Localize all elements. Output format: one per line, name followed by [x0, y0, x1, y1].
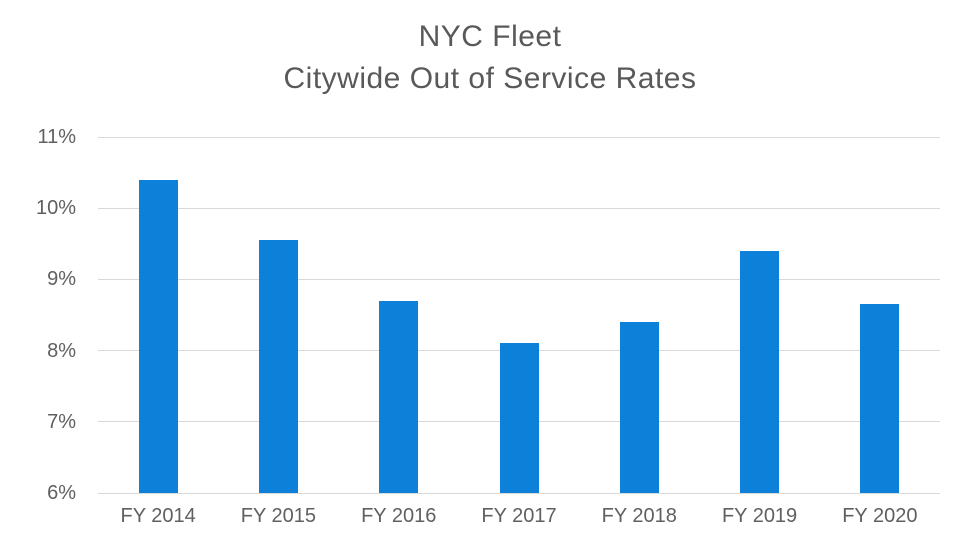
gridline — [98, 492, 940, 494]
bar-fy-2015 — [258, 240, 298, 493]
bar-fy-2014 — [138, 179, 178, 493]
chart-title-line1: NYC Fleet — [418, 20, 562, 53]
x-tick-label: FY 2016 — [361, 505, 437, 527]
gridline — [98, 207, 940, 209]
bar-fy-2020 — [860, 304, 900, 493]
gridline — [98, 136, 940, 138]
x-tick-label: FY 2019 — [721, 505, 798, 527]
y-tick-label: 6% — [47, 482, 76, 504]
y-tick-label: 7% — [47, 410, 76, 433]
x-tick-label: FY 2014 — [120, 505, 196, 527]
bar-fy-2019 — [740, 250, 780, 493]
y-tick-label: 8% — [47, 339, 76, 362]
bar-fy-2016 — [379, 300, 419, 493]
x-tick-label: FY 2017 — [481, 505, 557, 527]
gridline — [98, 278, 940, 280]
x-tick-label: FY 2015 — [240, 505, 317, 527]
x-tick-label: FY 2020 — [842, 505, 918, 527]
bar-fy-2017 — [499, 343, 539, 493]
y-tick-label: 9% — [47, 268, 76, 291]
chart-title: NYC Fleet Citywide Out of Service Rates — [0, 16, 980, 100]
x-tick-label: FY 2018 — [601, 505, 677, 527]
chart-title-line2: Citywide Out of Service Rates — [283, 62, 697, 95]
bar-fy-2018 — [619, 322, 659, 493]
y-tick-label: 11% — [37, 126, 76, 148]
y-tick-label: 10% — [35, 197, 76, 220]
